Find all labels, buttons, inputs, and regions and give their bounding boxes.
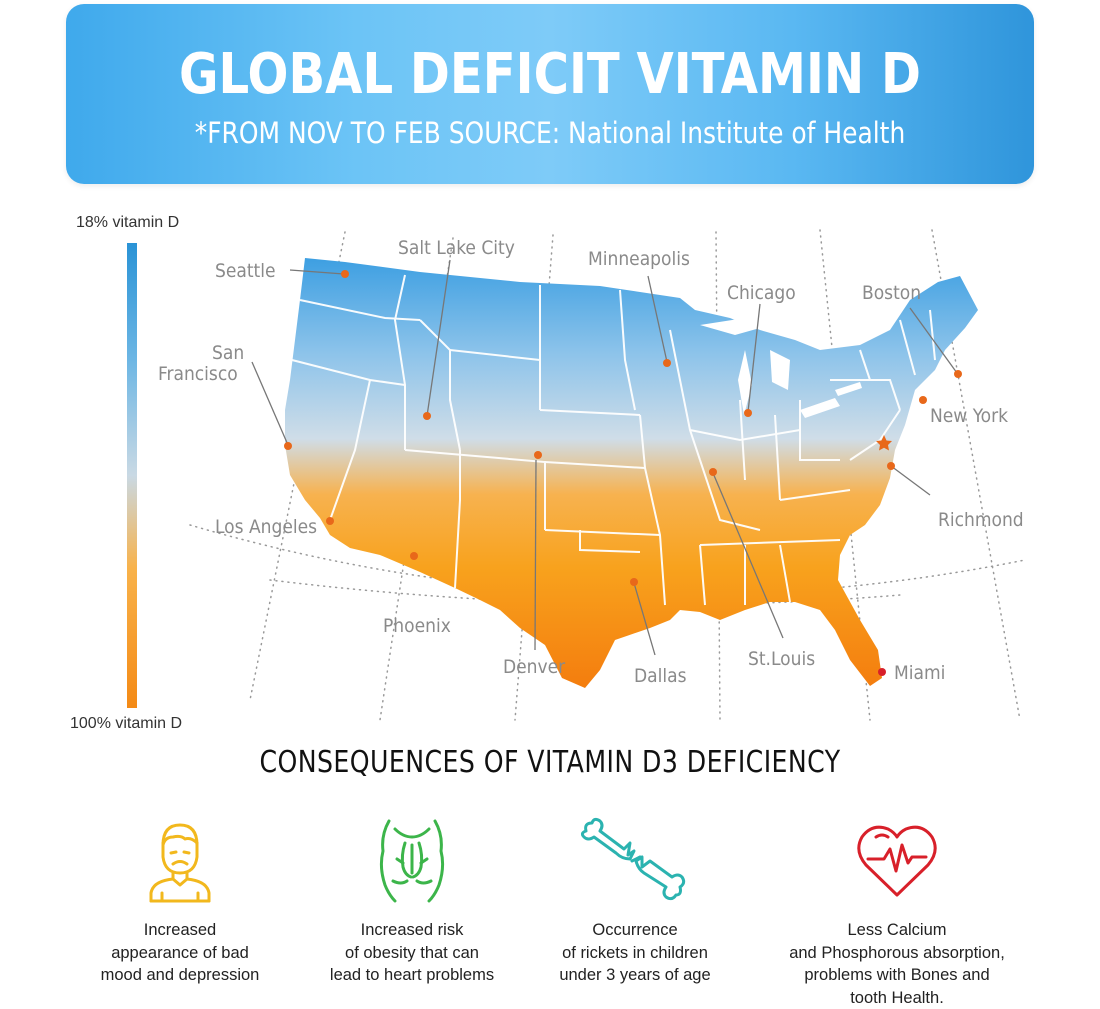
- marker-miami: [878, 668, 886, 676]
- marker-salt-lake-city: [423, 412, 431, 420]
- label-chicago: Chicago: [727, 282, 796, 304]
- consequence-line: under 3 years of age: [515, 964, 755, 987]
- marker-chicago: [744, 409, 752, 417]
- marker-st-louis: [709, 468, 717, 476]
- consequence-item: Increased appearance of bad mood and dep…: [60, 815, 300, 987]
- broken-bone-icon: [580, 815, 690, 905]
- marker-phoenix: [410, 552, 418, 560]
- header-banner: GLOBAL DEFICIT VITAMIN D *FROM NOV TO FE…: [66, 4, 1034, 184]
- consequence-line: Increased risk: [292, 919, 532, 942]
- label-san: San: [212, 342, 244, 364]
- label-francisco: Francisco: [158, 363, 238, 385]
- torso-icon: [367, 815, 457, 905]
- marker-san-francisco: [284, 442, 292, 450]
- consequence-item: Occurrence of rickets in children under …: [515, 815, 755, 987]
- consequence-line: and Phosphorous absorption,: [767, 942, 1027, 965]
- label-salt-lake-city: Salt Lake City: [398, 237, 515, 259]
- consequence-line: lead to heart problems: [292, 964, 532, 987]
- consequence-line: mood and depression: [60, 964, 300, 987]
- label-richmond: Richmond: [938, 509, 1024, 531]
- marker-denver: [534, 451, 542, 459]
- label-dallas: Dallas: [634, 665, 687, 687]
- heart-pulse-icon: [852, 815, 942, 905]
- consequence-item: Increased risk of obesity that can lead …: [292, 815, 532, 987]
- consequence-text: Increased risk of obesity that can lead …: [292, 919, 532, 987]
- label-st-louis: St.Louis: [748, 648, 815, 670]
- marker-minneapolis: [663, 359, 671, 367]
- consequences-title: CONSEQUENCES OF VITAMIN D3 DEFICIENCY: [88, 745, 1012, 780]
- sad-person-icon: [135, 815, 225, 905]
- us-vitamin-d-map: Seattle Salt Lake City Minneapolis Chica…: [0, 200, 1100, 730]
- consequence-line: Increased: [60, 919, 300, 942]
- marker-boston: [954, 370, 962, 378]
- consequence-line: of obesity that can: [292, 942, 532, 965]
- label-miami: Miami: [894, 662, 945, 684]
- consequence-line: appearance of bad: [60, 942, 300, 965]
- label-boston: Boston: [862, 282, 921, 304]
- consequence-line: Occurrence: [515, 919, 755, 942]
- marker-los-angeles: [326, 517, 334, 525]
- consequence-text: Less Calcium and Phosphorous absorption,…: [767, 919, 1027, 1009]
- marker-richmond: [887, 462, 895, 470]
- consequence-text: Increased appearance of bad mood and dep…: [60, 919, 300, 987]
- marker-seattle: [341, 270, 349, 278]
- page-subtitle: *FROM NOV TO FEB SOURCE: National Instit…: [134, 116, 966, 150]
- marker-new-york: [919, 396, 927, 404]
- label-denver: Denver: [503, 656, 566, 678]
- label-los-angeles: Los Angeles: [215, 516, 317, 538]
- marker-dallas: [630, 578, 638, 586]
- page-title: GLOBAL DEFICIT VITAMIN D: [134, 42, 966, 107]
- label-new-york: New York: [930, 405, 1008, 427]
- consequence-line: problems with Bones and: [767, 964, 1027, 987]
- consequence-line: Less Calcium: [767, 919, 1027, 942]
- consequence-item: Less Calcium and Phosphorous absorption,…: [767, 815, 1027, 1009]
- label-minneapolis: Minneapolis: [588, 248, 690, 270]
- label-seattle: Seattle: [215, 260, 276, 282]
- consequence-line: of rickets in children: [515, 942, 755, 965]
- label-phoenix: Phoenix: [383, 615, 451, 637]
- consequence-text: Occurrence of rickets in children under …: [515, 919, 755, 987]
